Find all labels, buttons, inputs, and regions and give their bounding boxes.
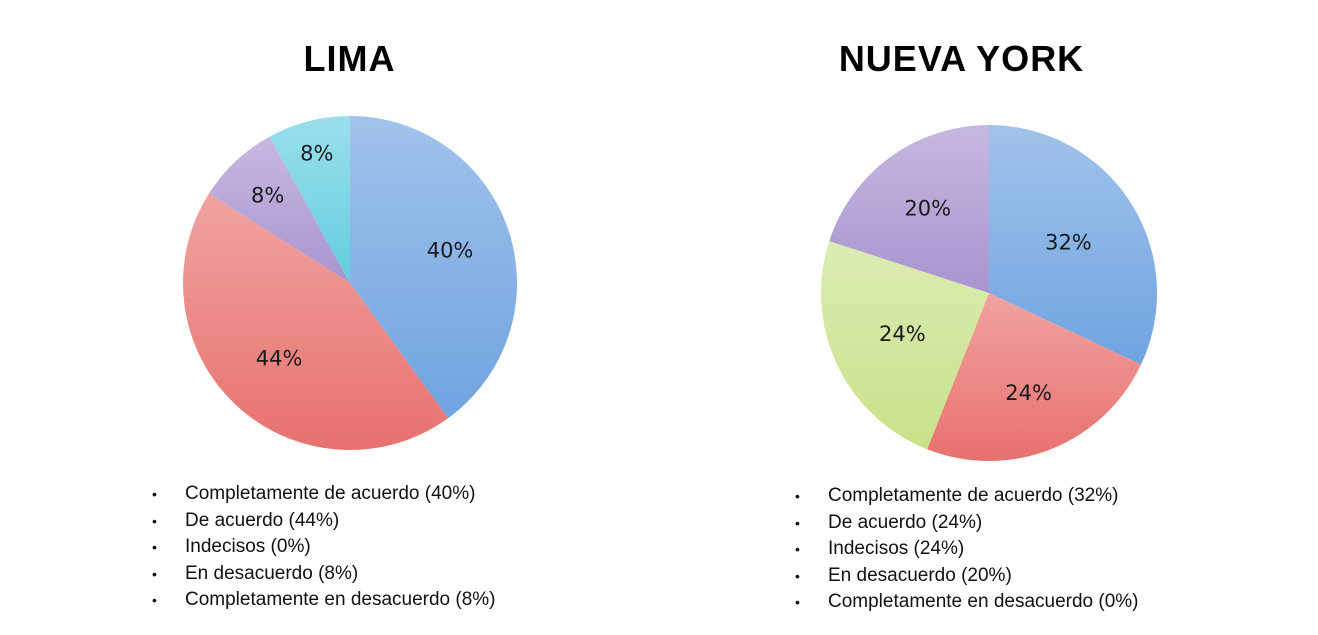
legend-item-de-acuerdo: • De acuerdo (24%)	[795, 510, 1139, 537]
bullet-icon: •	[795, 567, 800, 584]
bullet-icon: •	[795, 594, 800, 611]
pie-slice-completamente-en-desacuerdo	[269, 116, 350, 283]
legend-label: De acuerdo (44%)	[185, 509, 340, 531]
chart-title: NUEVA YORK	[838, 38, 1085, 79]
slice-label-de-acuerdo: 44%	[256, 346, 303, 370]
slice-label-completamente-en-desacuerdo: 8%	[300, 142, 333, 166]
legend-item-en-desacuerdo: • En desacuerdo (8%)	[152, 561, 496, 588]
legend-item-indecisos: • Indecisos (24%)	[795, 536, 1139, 563]
pie-slice-en-desacuerdo	[829, 125, 989, 293]
bullet-icon: •	[795, 488, 800, 504]
legend-label: En desacuerdo (20%)	[828, 564, 1012, 586]
pie-slice-indecisos	[821, 241, 989, 450]
slice-label-completamente-de-acuerdo: 40%	[427, 238, 474, 262]
slice-label-indecisos: 24%	[879, 322, 926, 346]
lima-chart-panel: LIMA 40% 44% 8% 8% • Completamente de acuerd…	[152, 38, 517, 614]
legend-label: Completamente en desacuerdo (0%)	[828, 591, 1139, 613]
legend-label: Indecisos (0%)	[185, 536, 311, 558]
legend-label: De acuerdo (24%)	[828, 511, 983, 533]
bullet-icon: •	[152, 592, 157, 609]
slice-label-en-desacuerdo: 20%	[904, 197, 951, 221]
pie-chart: 32% 24% 24% 20%	[821, 125, 1157, 461]
legend-item-completamente-de-acuerdo: • Completamente de acuerdo (32%)	[795, 483, 1139, 510]
slice-label-de-acuerdo: 24%	[1005, 381, 1052, 405]
legend-item-indecisos: • Indecisos (0%)	[152, 534, 496, 561]
legend-label: Indecisos (24%)	[828, 538, 965, 560]
legend: • Completamente de acuerdo (40%) • De acuer…	[152, 481, 496, 614]
slice-label-en-desacuerdo: 8%	[251, 183, 284, 207]
legend-item-completamente-en-desacuerdo: • Completamente en desacuerdo (0%)	[795, 589, 1139, 616]
pie-slice-completamente-de-acuerdo	[989, 125, 1157, 365]
legend-label: Completamente de acuerdo (32%)	[828, 485, 1119, 506]
pie-slice-de-acuerdo	[927, 293, 1142, 461]
legend-item-en-desacuerdo: • En desacuerdo (20%)	[795, 563, 1139, 590]
legend-item-completamente-de-acuerdo: • Completamente de acuerdo (40%)	[152, 481, 496, 508]
bullet-icon: •	[152, 512, 157, 529]
bullet-icon: •	[152, 486, 157, 502]
bullet-icon: •	[795, 541, 800, 558]
bullet-icon: •	[152, 565, 157, 582]
legend: • Completamente de acuerdo (32%) • De acuer…	[795, 483, 1139, 616]
legend-item-completamente-en-desacuerdo: • Completamente en desacuerdo (8%)	[152, 587, 496, 614]
pie-slice-en-desacuerdo	[208, 136, 350, 283]
pie-chart: 40% 44% 8% 8%	[183, 116, 517, 451]
nueva-york-chart-panel: NUEVA YORK 32% 24% 24% 20% • Completamente d…	[659, 0, 1318, 635]
legend-label: Completamente en desacuerdo (8%)	[185, 589, 496, 611]
legend-item-de-acuerdo: • De acuerdo (44%)	[152, 508, 496, 535]
slice-label-completamente-de-acuerdo: 32%	[1045, 231, 1092, 255]
bullet-icon: •	[152, 539, 157, 556]
legend-label: En desacuerdo (8%)	[185, 562, 359, 584]
pie-slice-completamente-de-acuerdo	[350, 116, 517, 419]
legend-label: Completamente de acuerdo (40%)	[185, 483, 476, 504]
chart-title: LIMA	[303, 38, 396, 79]
bullet-icon: •	[795, 514, 800, 531]
pie-slice-de-acuerdo	[183, 193, 449, 451]
